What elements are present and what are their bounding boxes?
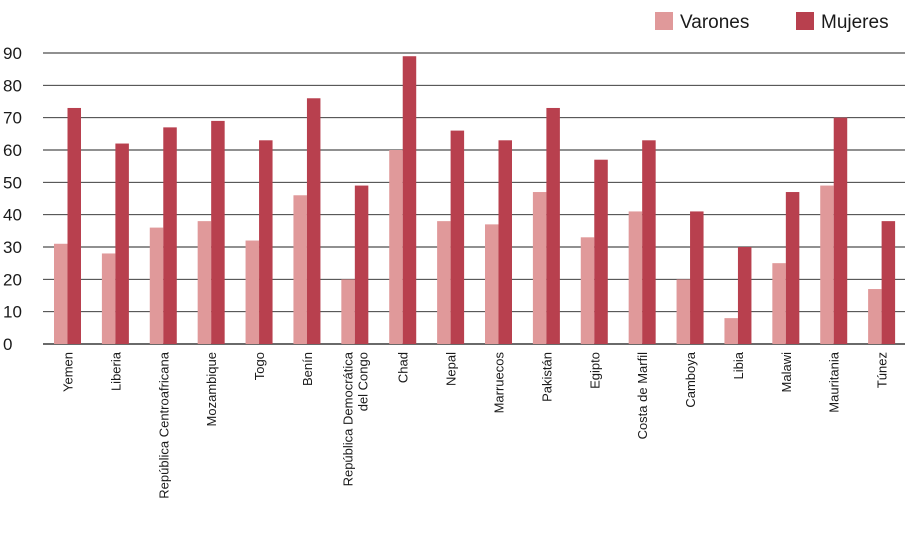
bar-varones [676,279,691,344]
x-tick-label: Camboya [683,351,698,407]
bar-mujeres [402,56,417,344]
gridlines [43,52,905,345]
bar-varones [437,221,451,344]
x-tick-label: República Centroafricana [156,351,171,498]
bar-mujeres [737,247,752,344]
bar-varones [868,289,882,344]
x-tick-label: Togo [252,352,267,380]
y-axis-ticks: 0 10 20 30 40 50 60 70 80 90 [3,44,22,354]
bar-mujeres [450,130,465,344]
bar-mujeres [546,107,560,344]
bar-varones [485,224,499,344]
x-tick-label: Liberia [108,351,123,391]
y-tick-label: 50 [3,173,22,192]
x-tick-label: Túnez [875,352,890,388]
legend-label-mujeres: Mujeres [821,12,889,33]
bar-mujeres [115,143,129,344]
legend-swatch-varones [655,12,673,30]
bar-mujeres [163,127,177,344]
bar-varones [341,279,355,344]
bars [54,56,896,345]
x-tick-label: Benín [300,352,315,386]
bar-varones [389,150,403,344]
bar-varones [54,243,68,344]
bar-varones [724,318,738,344]
bar-varones [772,263,786,344]
bar-varones [101,253,116,344]
bar-varones [628,211,643,344]
bar-varones [820,185,834,344]
y-tick-label: 70 [3,109,22,128]
x-tick-label: Egipto [587,352,602,389]
legend: Varones Mujeres [655,12,889,33]
bar-mujeres [833,117,848,345]
x-tick-label: Chad [396,352,411,383]
legend-swatch-mujeres [796,12,814,30]
bar-varones [293,195,307,344]
bar-mujeres [498,140,512,344]
y-tick-label: 90 [3,44,22,63]
x-tick-label: Malawi [779,352,794,393]
bar-mujeres [67,107,81,344]
bar-varones [149,227,164,344]
x-tick-label: Libia [731,351,746,379]
x-tick-label: Nepal [444,352,459,386]
y-tick-label: 10 [3,303,22,322]
bar-mujeres [642,140,656,344]
bar-varones [532,192,547,344]
y-tick-label: 40 [3,206,22,225]
x-tick-label: Marruecos [492,352,507,414]
x-tick-label: Mauritania [827,351,842,412]
y-tick-label: 80 [3,76,22,95]
x-tick-label: República Democrática [340,351,355,486]
bar-varones [580,237,595,344]
x-tick-label: Costa de Marfil [635,352,650,440]
bar-varones [197,221,212,344]
bar-mujeres [354,185,369,344]
y-tick-label: 0 [3,335,12,354]
legend-label-varones: Varones [680,12,749,33]
bar-varones [245,240,260,344]
bar-mujeres [211,120,225,345]
x-axis-labels: Yemen Liberia República Centroafricana Moza… [61,351,890,498]
bar-mujeres [306,98,321,345]
x-tick-label: del Congo [355,352,370,411]
y-tick-label: 60 [3,141,22,160]
x-tick-label: Pakistán [539,352,554,402]
x-tick-label: Mozambique [204,352,219,426]
bar-mujeres [881,221,896,344]
bar-mujeres [690,211,704,344]
bar-mujeres [594,159,608,344]
y-tick-label: 20 [3,270,22,289]
y-tick-label: 30 [3,238,22,257]
x-tick-label: Yemen [61,352,76,392]
bar-mujeres [259,140,273,344]
bar-mujeres [785,192,800,344]
